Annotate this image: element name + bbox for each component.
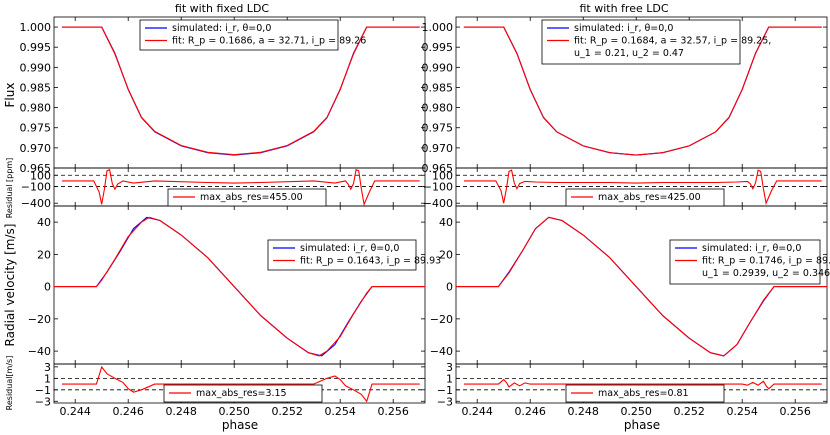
x-tick-label: 0.254: [726, 405, 758, 418]
x-tick-label: 0.250: [218, 405, 250, 418]
flux-residual-line: [61, 168, 420, 207]
legend-label: simulated: i_r, θ=0,0: [172, 23, 271, 34]
y-tick-label: 3: [44, 361, 51, 374]
right-xlabel: phase: [624, 418, 660, 432]
undefined: [267, 239, 417, 271]
undefined: [565, 384, 725, 403]
y-tick-label: 0.985: [422, 81, 454, 94]
rv-residual-line: [61, 365, 420, 403]
x-tick-label: 0.256: [779, 405, 811, 418]
y-tick-label: 3: [446, 361, 453, 374]
legend-label: max_abs_res=425.00: [598, 192, 701, 203]
y-tick-label: 0.980: [422, 102, 454, 115]
x-tick-label: 0.250: [620, 405, 652, 418]
right-title: fit with free LDC: [579, 2, 668, 15]
flux-ylabel: Flux: [3, 83, 17, 108]
x-tick-label: 0.252: [673, 405, 705, 418]
y-tick-label: 20: [37, 248, 51, 261]
x-tick-label: 0.254: [324, 405, 356, 418]
flux-fit-line: [463, 26, 822, 156]
y-tick-label: −20: [28, 313, 51, 326]
flux-residual-line: [463, 169, 822, 206]
rv-residual-frame: [53, 363, 426, 404]
x-tick-label: 0.244: [461, 405, 493, 418]
legend-label: simulated: i_r, θ=0,0: [702, 243, 801, 254]
y-tick-label: −100: [21, 180, 51, 193]
y-tick-label: 100: [30, 169, 51, 182]
legend-label: max_abs_res=0.81: [598, 388, 689, 399]
y-tick-label: −20: [430, 313, 453, 326]
y-tick-label: 1.000: [20, 21, 52, 34]
rv-residual-line: [463, 378, 822, 390]
undefined: [565, 188, 725, 207]
y-tick-label: 0.990: [20, 61, 52, 74]
legend-label: fit: R_p = 0.1746, i_p = 89.27,: [702, 256, 830, 267]
x-tick-label: 0.256: [377, 405, 409, 418]
legend-label: simulated: i_r, θ=0,0: [300, 243, 399, 254]
x-tick-label: 0.246: [514, 405, 546, 418]
rv-residual-ylabel: Residual[m/s]: [5, 356, 14, 411]
y-tick-label: 0: [44, 281, 51, 294]
undefined: [541, 19, 741, 65]
y-tick-label: −100: [423, 180, 453, 193]
y-tick-label: −400: [423, 197, 453, 210]
legend-label: u_1 = 0.21, u_2 = 0.47: [574, 48, 684, 59]
y-tick-label: 0.970: [20, 142, 52, 155]
left-title: fit with fixed LDC: [175, 2, 270, 15]
y-tick-label: 0.995: [422, 41, 454, 54]
y-tick-label: 20: [439, 248, 453, 261]
rv-simulated-line: [54, 216, 425, 357]
y-tick-label: 40: [37, 216, 51, 229]
rv-ylabel: Radial velocity [m/s]: [3, 224, 17, 347]
y-tick-label: 0.965: [20, 162, 52, 175]
y-tick-label: 100: [432, 169, 453, 182]
y-tick-label: −1: [437, 384, 453, 397]
rv-panel-frame: [53, 205, 426, 365]
rv-fit-line: [456, 216, 827, 357]
y-tick-label: −400: [21, 197, 51, 210]
x-tick-label: 0.252: [271, 405, 303, 418]
x-tick-label: 0.246: [112, 405, 144, 418]
x-tick-label: 0.244: [59, 405, 91, 418]
y-tick-label: 0.995: [20, 41, 52, 54]
y-tick-label: 0.985: [20, 81, 52, 94]
x-tick-label: 0.248: [165, 405, 197, 418]
rv-fit-line: [54, 216, 425, 357]
undefined: [163, 384, 323, 403]
y-tick-label: 0.965: [422, 162, 454, 175]
y-tick-label: −1: [35, 384, 51, 397]
legend-label: fit: R_p = 0.1643, i_p = 89.93: [300, 256, 441, 267]
rv-residual-frame: [455, 363, 828, 404]
y-tick-label: −3: [35, 395, 51, 408]
legend-label: max_abs_res=3.15: [196, 388, 287, 399]
flux-fit-line: [61, 26, 420, 156]
y-tick-label: 1.000: [422, 21, 454, 34]
y-tick-label: 40: [439, 216, 453, 229]
y-tick-label: 0.980: [20, 102, 52, 115]
left-xlabel: phase: [222, 418, 258, 432]
rv-panel-frame: [455, 205, 828, 365]
legend-label: u_1 = 0.2939, u_2 = 0.3463: [702, 268, 830, 279]
y-tick-label: 0.975: [422, 122, 454, 135]
y-tick-label: −3: [437, 395, 453, 408]
rv-simulated-line: [456, 216, 827, 357]
undefined: [139, 19, 339, 51]
x-tick-label: 0.248: [567, 405, 599, 418]
legend-label: fit: R_p = 0.1684, a = 32.57, i_p = 89.2…: [574, 36, 771, 47]
undefined: [167, 188, 327, 207]
y-tick-label: −40: [28, 345, 51, 358]
y-tick-label: −40: [430, 345, 453, 358]
y-tick-label: 0.990: [422, 61, 454, 74]
y-tick-label: 0: [446, 281, 453, 294]
legend-label: fit: R_p = 0.1686, a = 32.71, i_p = 89.2…: [172, 36, 366, 47]
undefined: [669, 239, 821, 285]
y-tick-label: 0.975: [20, 122, 52, 135]
flux-residual-ylabel: Residual [ppm]: [5, 158, 14, 219]
y-tick-label: 1: [44, 372, 51, 385]
y-tick-label: 1: [446, 372, 453, 385]
legend-label: max_abs_res=455.00: [200, 192, 303, 203]
y-tick-label: 0.970: [422, 142, 454, 155]
legend-label: simulated: i_r, θ=0,0: [574, 23, 673, 34]
